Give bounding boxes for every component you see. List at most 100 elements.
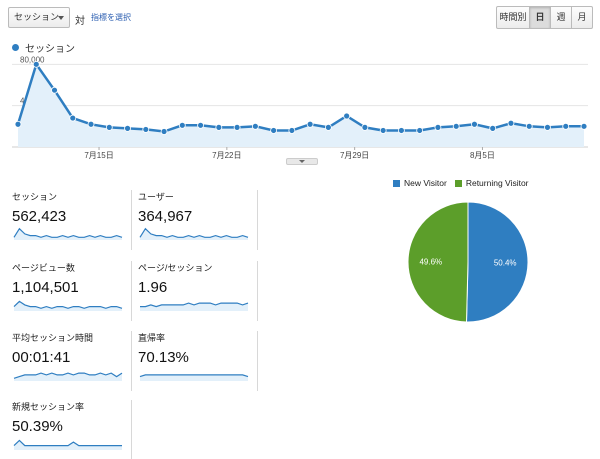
chart-resize-handle[interactable] <box>286 158 318 165</box>
range-hourly-button[interactable]: 時間別 <box>496 6 530 29</box>
sparkline-area <box>14 228 122 240</box>
sparkline <box>13 300 123 311</box>
range-day-button[interactable]: 日 <box>529 6 551 29</box>
scorecard-label: 直帰率 <box>138 333 166 343</box>
data-point[interactable] <box>105 123 113 131</box>
scorecard-value: 1,104,501 <box>12 279 79 296</box>
data-point[interactable] <box>343 112 351 120</box>
range-month-button[interactable]: 月 <box>571 6 593 29</box>
scorecard-users[interactable]: ユーザー 364,967 <box>138 190 258 250</box>
data-point[interactable] <box>507 119 515 127</box>
data-point[interactable] <box>489 125 497 132</box>
data-point[interactable] <box>562 122 570 130</box>
scorecard-value: 50.39% <box>12 418 63 435</box>
series-dot-icon <box>12 44 19 51</box>
data-point[interactable] <box>124 125 131 132</box>
main-chart-legend-label: セッション <box>25 44 75 55</box>
data-point[interactable] <box>32 60 40 68</box>
data-point[interactable] <box>398 127 405 134</box>
sparkline-area <box>140 228 248 240</box>
scorecard-label: 新規セッション率 <box>12 402 85 412</box>
scorecard-label: ユーザー <box>138 192 174 202</box>
scorecard-bounce-rate[interactable]: 直帰率 70.13% <box>138 331 258 391</box>
scorecard-pageviews[interactable]: ページビュー数 1,104,501 <box>12 261 132 321</box>
scorecard-pages-per-session[interactable]: ページ/セッション 1.96 <box>138 261 258 321</box>
x-tick-label: 8月5日 <box>470 151 495 160</box>
scorecard-value: 1.96 <box>138 279 168 296</box>
vs-label: 対 <box>75 16 85 27</box>
sparkline-area <box>140 374 248 381</box>
data-point[interactable] <box>270 127 278 134</box>
data-point[interactable] <box>233 123 241 131</box>
data-point[interactable] <box>178 121 186 129</box>
x-tick-label: 7月15日 <box>84 151 113 160</box>
sparkline <box>140 302 249 311</box>
sparkline-line <box>139 227 249 238</box>
data-point[interactable] <box>69 114 77 122</box>
pie-slice-label: 49.6% <box>419 258 442 267</box>
sparkline-line <box>13 439 122 447</box>
data-point[interactable] <box>452 122 460 130</box>
sparkline-line <box>140 302 249 308</box>
data-point[interactable] <box>306 120 314 128</box>
pie-slice-returning-visitor[interactable] <box>407 201 469 323</box>
y-tick-label: 80,000 <box>20 55 45 64</box>
sparkline-area <box>14 440 122 450</box>
data-point[interactable] <box>215 123 223 131</box>
sparkline <box>13 439 122 450</box>
data-point[interactable] <box>416 127 424 134</box>
scorecard-label: セッション <box>12 192 58 202</box>
data-point[interactable] <box>251 122 259 130</box>
data-point[interactable] <box>525 122 533 130</box>
legend-item-new-visitor[interactable]: New Visitor <box>393 178 447 188</box>
scorecard-avg-session-duration[interactable]: 平均セッション時間 00:01:41 <box>12 331 132 391</box>
x-tick-label: 7月29日 <box>340 151 369 160</box>
scorecard-label: ページ/セッション <box>138 263 213 273</box>
scorecard-new-session-rate[interactable]: 新規セッション率 50.39% <box>12 400 132 459</box>
data-point[interactable] <box>160 128 168 135</box>
range-week-button[interactable]: 週 <box>550 6 572 29</box>
data-point[interactable] <box>51 86 58 94</box>
legend-label: New Visitor <box>404 178 447 188</box>
pie-slice-new-visitor[interactable] <box>465 201 529 323</box>
scorecard-label: ページビュー数 <box>12 263 75 273</box>
data-point[interactable] <box>197 121 204 129</box>
scorecard-sessions[interactable]: セッション 562,423 <box>12 190 132 250</box>
pie-legend: New Visitor Returning Visitor <box>393 178 537 188</box>
data-point[interactable] <box>361 123 369 131</box>
scorecard-value: 00:01:41 <box>12 349 71 366</box>
data-point[interactable] <box>580 122 588 130</box>
data-point[interactable] <box>544 123 551 131</box>
data-point[interactable] <box>142 126 150 133</box>
sparkline-line <box>139 374 249 378</box>
main-chart-legend: セッション <box>12 40 75 55</box>
x-tick-label: 7月22日 <box>212 151 241 160</box>
scorecard-label: 平均セッション時間 <box>12 333 94 343</box>
data-point[interactable] <box>471 120 478 128</box>
data-point[interactable] <box>288 127 296 134</box>
sessions-line <box>16 61 584 133</box>
sparkline <box>139 227 249 240</box>
select-metric-link[interactable]: 指標を選択 <box>91 13 131 22</box>
legend-swatch <box>393 179 400 187</box>
sparkline <box>139 374 249 381</box>
sessions-area <box>18 64 584 147</box>
legend-label: Returning Visitor <box>465 178 529 188</box>
scorecard-value: 562,423 <box>12 208 67 225</box>
metric-select-label: セッション <box>14 12 60 22</box>
sparkline-line <box>13 300 123 309</box>
sparkline-line <box>13 227 123 238</box>
data-point[interactable] <box>379 127 387 134</box>
data-point[interactable] <box>434 123 442 131</box>
sparkline <box>13 372 123 381</box>
sparkline <box>13 227 123 240</box>
pie-slice-label: 50.4% <box>494 258 517 267</box>
data-point[interactable] <box>87 120 95 128</box>
data-point[interactable] <box>324 123 332 131</box>
metric-select[interactable]: セッション <box>8 7 70 28</box>
visitor-type-pie-chart: 50.4% 49.6% <box>407 201 529 323</box>
legend-item-returning-visitor[interactable]: Returning Visitor <box>454 178 529 188</box>
data-point[interactable] <box>14 120 22 128</box>
sparkline-line <box>13 372 123 379</box>
